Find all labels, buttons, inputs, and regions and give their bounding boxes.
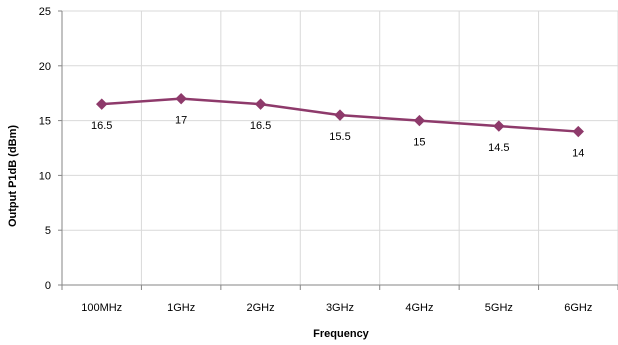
x-tick-label: 100MHz xyxy=(81,302,122,314)
data-point-marker xyxy=(254,98,267,110)
data-label: 16.5 xyxy=(250,120,271,132)
x-tick-label: 6GHz xyxy=(564,302,592,314)
data-label: 14 xyxy=(572,148,584,160)
data-point-marker xyxy=(493,120,505,132)
data-label: 16.5 xyxy=(91,120,112,132)
x-tick-label: 5GHz xyxy=(485,302,513,314)
y-tick-label: 5 xyxy=(45,225,51,237)
y-tick-label: 25 xyxy=(39,6,51,18)
data-point-marker xyxy=(413,114,426,127)
data-point-marker xyxy=(175,92,187,105)
x-axis-title: Frequency xyxy=(313,328,370,340)
x-tick-label: 3GHz xyxy=(326,302,354,314)
axis-layer xyxy=(58,10,618,290)
data-point-marker xyxy=(334,109,346,121)
grid-layer xyxy=(62,10,618,285)
data-label: 17 xyxy=(175,115,187,127)
y-tick-label: 15 xyxy=(39,116,51,128)
y-tick-label: 0 xyxy=(45,280,51,292)
y-axis-title: Output P1dB (dBm) xyxy=(7,125,19,227)
data-point-marker xyxy=(96,98,108,110)
x-tick-label: 4GHz xyxy=(405,302,433,314)
label-layer: 0 5 10 15 20 25 100MHz 1GHz 2GHz 3GHz 4GHz 5GHz 6GHz… xyxy=(39,6,593,314)
data-point-marker xyxy=(572,125,584,138)
x-tick-label: 1GHz xyxy=(167,302,195,314)
data-label: 15.5 xyxy=(329,131,350,143)
y-tick-label: 20 xyxy=(39,61,51,73)
data-label: 15 xyxy=(413,137,425,149)
x-tick-label: 2GHz xyxy=(247,302,275,314)
y-tick-label: 10 xyxy=(39,170,51,182)
data-label: 14.5 xyxy=(488,142,509,154)
series-layer xyxy=(96,92,584,138)
